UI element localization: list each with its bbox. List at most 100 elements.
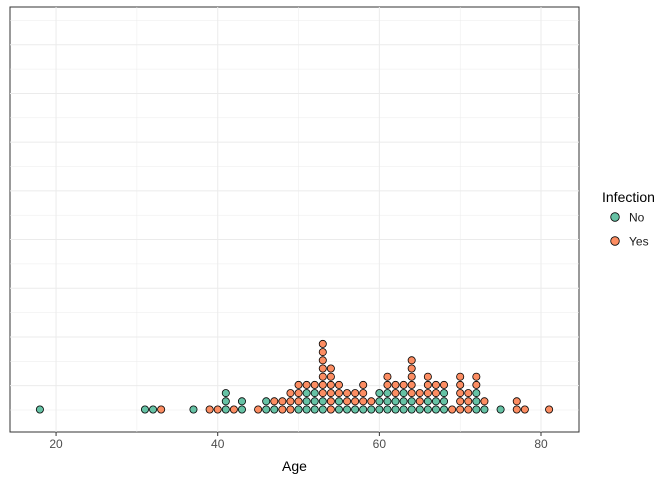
dot-no <box>367 405 376 414</box>
dot-no <box>383 397 392 406</box>
dot-yes <box>359 389 368 398</box>
dot-yes <box>294 380 303 389</box>
dot-no <box>431 405 440 414</box>
dot-yes <box>456 380 465 389</box>
dot-no <box>383 405 392 414</box>
dot-no <box>262 405 271 414</box>
dot-yes <box>448 405 457 414</box>
dot-no <box>270 405 279 414</box>
dot-yes <box>407 356 416 365</box>
dot-yes <box>326 405 335 414</box>
dot-no <box>375 389 384 398</box>
dot-no <box>472 397 481 406</box>
dot-no <box>415 405 424 414</box>
dot-yes <box>318 339 327 348</box>
dot-no <box>407 405 416 414</box>
dot-yes <box>464 405 473 414</box>
x-tick-label: 80 <box>534 437 548 451</box>
dot-yes <box>545 405 554 414</box>
dot-yes <box>415 397 424 406</box>
dot-yes <box>359 397 368 406</box>
dot-no <box>221 397 230 406</box>
dot-yes <box>278 405 287 414</box>
dot-yes <box>318 356 327 365</box>
dot-no <box>472 405 481 414</box>
dot-no <box>440 405 449 414</box>
dot-no <box>318 405 327 414</box>
dot-yes <box>310 380 319 389</box>
dot-yes <box>326 397 335 406</box>
dot-yes <box>367 397 376 406</box>
dot-yes <box>407 372 416 381</box>
dot-yes <box>407 380 416 389</box>
dot-no <box>294 405 303 414</box>
dot-yes <box>431 380 440 389</box>
dot-yes <box>359 380 368 389</box>
x-tick-label: 20 <box>49 437 63 451</box>
dot-yes <box>512 405 521 414</box>
dot-no <box>237 405 246 414</box>
dot-yes <box>229 405 238 414</box>
dot-no <box>440 389 449 398</box>
dot-yes <box>456 389 465 398</box>
dot-yes <box>318 389 327 398</box>
dot-yes <box>423 389 432 398</box>
dot-yes <box>456 405 465 414</box>
dot-yes <box>326 372 335 381</box>
dot-yes <box>472 372 481 381</box>
dot-no <box>302 397 311 406</box>
dot-no <box>140 405 149 414</box>
dot-yes <box>286 397 295 406</box>
dot-no <box>310 389 319 398</box>
x-tick-label: 60 <box>373 437 387 451</box>
dot-yes <box>326 380 335 389</box>
dots <box>35 339 554 414</box>
dot-no <box>302 389 311 398</box>
dot-no <box>431 397 440 406</box>
dot-yes <box>254 405 263 414</box>
dot-yes <box>343 389 352 398</box>
dot-yes <box>456 372 465 381</box>
dot-no <box>375 405 384 414</box>
dot-yes <box>399 380 408 389</box>
dot-yes <box>423 380 432 389</box>
dot-yes <box>431 389 440 398</box>
dot-no <box>472 389 481 398</box>
dot-yes <box>415 389 424 398</box>
dot-yes <box>318 364 327 373</box>
dot-no <box>310 397 319 406</box>
dot-yes <box>456 397 465 406</box>
dot-no <box>334 397 343 406</box>
dot-yes <box>472 380 481 389</box>
dot-yes <box>318 372 327 381</box>
dot-yes <box>286 389 295 398</box>
dot-no <box>496 405 505 414</box>
dot-no <box>149 405 158 414</box>
x-axis-ticks: 20 40 60 80 <box>49 432 548 451</box>
dot-yes <box>270 397 279 406</box>
dot-yes <box>383 372 392 381</box>
dot-no <box>237 397 246 406</box>
dot-no <box>399 389 408 398</box>
dot-yes <box>407 364 416 373</box>
dot-no <box>351 405 360 414</box>
dot-yes <box>278 397 287 406</box>
dot-no <box>262 397 271 406</box>
dot-no <box>407 397 416 406</box>
legend-label-no: No <box>629 211 645 225</box>
dot-yes <box>351 389 360 398</box>
dot-yes <box>205 405 214 414</box>
dot-no <box>359 405 368 414</box>
x-axis-title: Age <box>282 458 307 474</box>
dot-yes <box>520 405 529 414</box>
dot-no <box>399 405 408 414</box>
dot-no <box>302 405 311 414</box>
dot-yes <box>480 397 489 406</box>
dot-no <box>334 405 343 414</box>
dot-no <box>440 397 449 406</box>
dot-yes <box>294 389 303 398</box>
dot-no <box>35 405 44 414</box>
dot-yes <box>351 397 360 406</box>
x-tick-label: 40 <box>211 437 225 451</box>
legend-key-yes <box>610 236 620 246</box>
